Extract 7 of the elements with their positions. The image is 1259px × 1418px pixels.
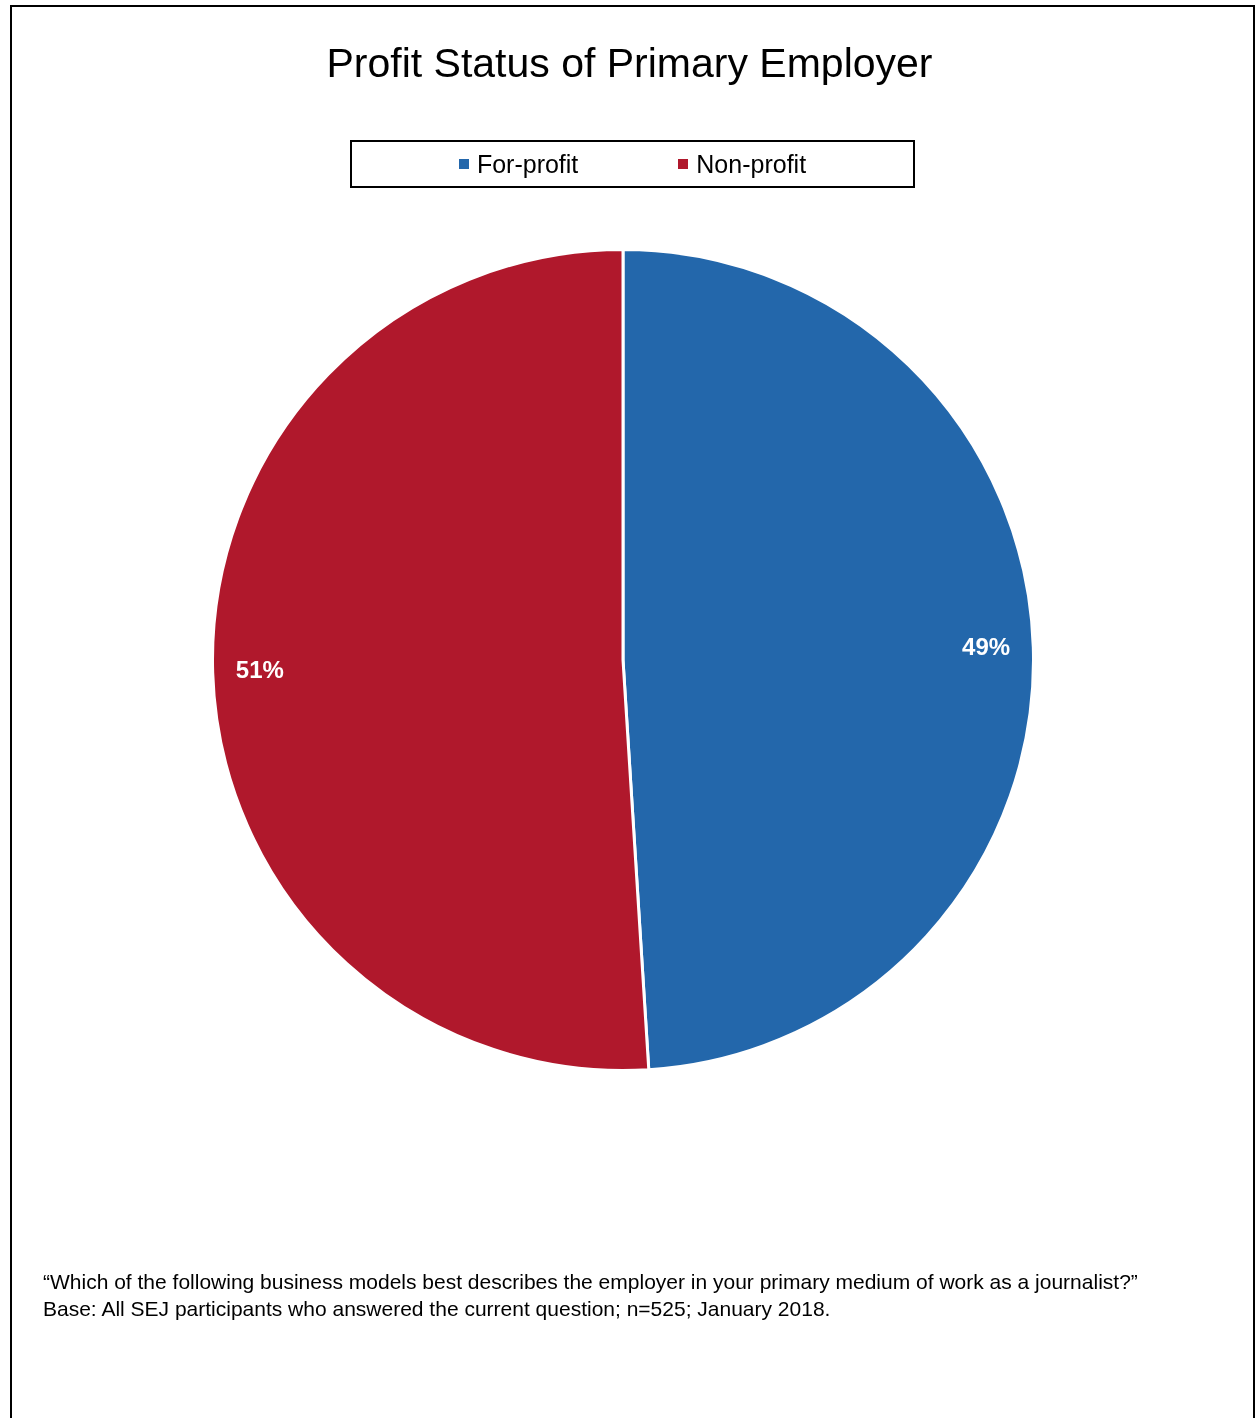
chart-title: Profit Status of Primary Employer — [325, 40, 934, 87]
text: Base: All SEJ participants who answered the current question; n=525; January 2018. — [43, 1296, 832, 1322]
legend-label: Non-profit — [696, 149, 807, 179]
data-label: 49% — [962, 633, 1011, 661]
data-label: 51% — [235, 656, 284, 684]
text: “Which of the following business models best describes the employer in your primary medium of work as a journalist?” — [43, 1269, 1139, 1295]
legend-label: For-profit — [476, 149, 579, 179]
